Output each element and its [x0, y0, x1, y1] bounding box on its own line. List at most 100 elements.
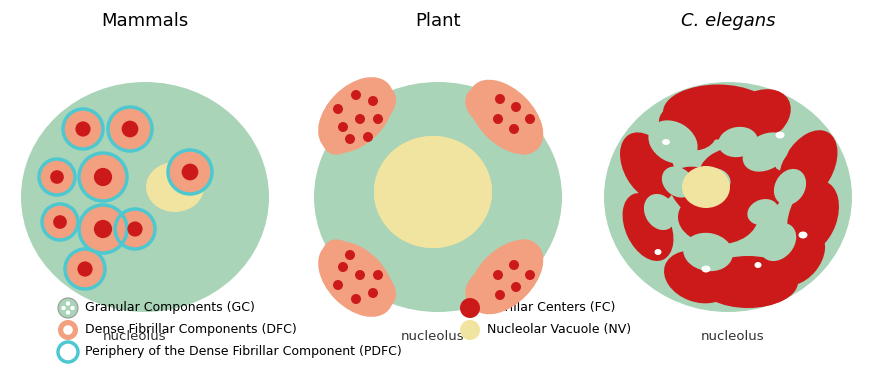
Circle shape — [94, 168, 112, 186]
Ellipse shape — [787, 181, 839, 253]
Ellipse shape — [374, 136, 492, 248]
Circle shape — [333, 280, 343, 290]
Circle shape — [509, 260, 519, 270]
Ellipse shape — [620, 133, 676, 202]
Ellipse shape — [465, 86, 521, 132]
Circle shape — [351, 90, 361, 100]
Circle shape — [460, 298, 480, 318]
Text: Dense Fibrillar Components (DFC): Dense Fibrillar Components (DFC) — [85, 324, 297, 337]
Circle shape — [94, 220, 112, 238]
Ellipse shape — [314, 82, 562, 312]
Ellipse shape — [604, 82, 852, 312]
Text: Granular Components (GC): Granular Components (GC) — [85, 301, 255, 314]
Text: Plant: Plant — [415, 12, 461, 30]
Ellipse shape — [465, 262, 521, 308]
Ellipse shape — [775, 131, 785, 139]
Ellipse shape — [318, 241, 394, 317]
Ellipse shape — [678, 189, 758, 244]
Circle shape — [65, 249, 105, 289]
Circle shape — [42, 204, 78, 240]
Circle shape — [338, 262, 348, 272]
Ellipse shape — [669, 167, 747, 227]
Text: nucleolus: nucleolus — [701, 330, 765, 343]
Circle shape — [39, 159, 75, 195]
Circle shape — [79, 205, 127, 253]
Text: nucleolus: nucleolus — [103, 330, 166, 343]
Text: Fibrillar Centers (FC): Fibrillar Centers (FC) — [487, 301, 615, 314]
Circle shape — [495, 290, 505, 300]
Circle shape — [355, 114, 365, 124]
Circle shape — [363, 132, 373, 142]
Ellipse shape — [771, 228, 825, 286]
Ellipse shape — [340, 83, 396, 131]
Circle shape — [61, 306, 66, 310]
Circle shape — [351, 294, 361, 304]
Text: Mammals: Mammals — [102, 12, 188, 30]
Ellipse shape — [725, 89, 791, 145]
Circle shape — [511, 282, 521, 292]
Text: C. elegans: C. elegans — [681, 12, 775, 30]
Circle shape — [509, 124, 519, 134]
Ellipse shape — [683, 233, 733, 271]
Circle shape — [181, 163, 198, 180]
Ellipse shape — [799, 231, 808, 238]
Circle shape — [108, 107, 152, 151]
Circle shape — [70, 306, 74, 310]
Circle shape — [373, 114, 383, 124]
Ellipse shape — [663, 84, 773, 139]
Ellipse shape — [21, 82, 269, 312]
Circle shape — [460, 320, 480, 340]
Ellipse shape — [497, 240, 540, 291]
Circle shape — [63, 325, 73, 335]
Text: nucleolus: nucleolus — [401, 330, 465, 343]
Text: Periphery of the Dense Fibrillar Component (PDFC): Periphery of the Dense Fibrillar Compone… — [85, 345, 402, 358]
Circle shape — [493, 270, 503, 280]
Ellipse shape — [702, 265, 710, 272]
Circle shape — [168, 150, 212, 194]
Circle shape — [77, 261, 93, 277]
Ellipse shape — [698, 256, 798, 308]
Circle shape — [373, 270, 383, 280]
Ellipse shape — [146, 162, 204, 212]
Circle shape — [495, 94, 505, 104]
Ellipse shape — [698, 147, 778, 207]
Circle shape — [50, 170, 64, 184]
Circle shape — [63, 109, 103, 149]
Ellipse shape — [664, 251, 732, 303]
Circle shape — [58, 298, 78, 318]
Ellipse shape — [318, 77, 394, 153]
Ellipse shape — [718, 127, 758, 157]
Ellipse shape — [469, 80, 543, 154]
Text: Nucleolar Vacuole (NV): Nucleolar Vacuole (NV) — [487, 324, 631, 337]
Ellipse shape — [662, 139, 670, 145]
Ellipse shape — [696, 168, 731, 196]
Ellipse shape — [747, 199, 779, 225]
Circle shape — [75, 121, 90, 137]
Ellipse shape — [662, 167, 694, 197]
Circle shape — [355, 270, 365, 280]
Ellipse shape — [710, 167, 787, 227]
Ellipse shape — [469, 240, 543, 314]
Ellipse shape — [644, 194, 676, 230]
Ellipse shape — [682, 166, 730, 208]
Circle shape — [115, 209, 155, 249]
Ellipse shape — [759, 223, 796, 261]
Circle shape — [58, 320, 78, 340]
Ellipse shape — [774, 169, 806, 205]
Ellipse shape — [648, 120, 697, 163]
Circle shape — [368, 288, 378, 298]
Circle shape — [511, 102, 521, 112]
Circle shape — [122, 121, 138, 138]
Ellipse shape — [374, 136, 492, 248]
Circle shape — [127, 222, 143, 236]
Circle shape — [53, 215, 67, 229]
Ellipse shape — [623, 193, 674, 261]
Circle shape — [338, 122, 348, 132]
Circle shape — [525, 270, 535, 280]
Ellipse shape — [321, 104, 364, 155]
Ellipse shape — [654, 249, 661, 255]
Ellipse shape — [321, 240, 364, 291]
Circle shape — [525, 114, 535, 124]
Circle shape — [58, 342, 78, 362]
Circle shape — [66, 310, 70, 315]
